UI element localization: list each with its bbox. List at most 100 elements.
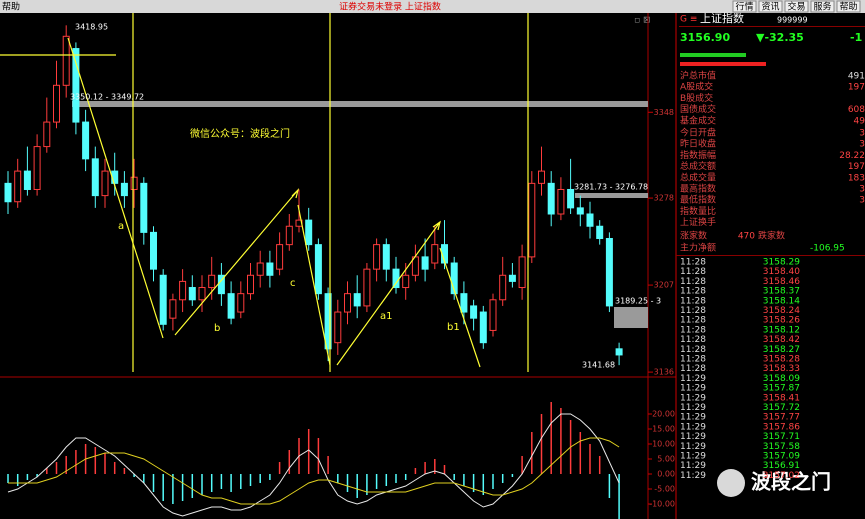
- tick-price: 3158.33: [763, 364, 800, 374]
- candle-body: [237, 293, 245, 313]
- menu-button[interactable]: [758, 0, 783, 13]
- tick-time: 11:28: [680, 306, 706, 316]
- menu-button-label[interactable]: 服务: [813, 1, 831, 13]
- menu-button-label[interactable]: 交易: [787, 1, 805, 13]
- wave-label: b1: [447, 322, 460, 333]
- y-tick-label: 10.00: [652, 440, 675, 449]
- tick-price: 3157.77: [763, 413, 800, 423]
- candle-body: [208, 274, 216, 289]
- y-tick-label: -5.00: [654, 485, 675, 494]
- menu-button[interactable]: [784, 0, 809, 13]
- tick-time: 11:29: [680, 461, 706, 471]
- tick-time: 11:29: [680, 413, 706, 423]
- stat-value: 470: [738, 232, 755, 242]
- tick-price: 3158.27: [763, 345, 800, 355]
- stat-value: -106.95: [810, 244, 845, 254]
- gap-band: [575, 193, 648, 198]
- tick-time: 11:29: [680, 393, 706, 403]
- gap-band: [72, 101, 648, 107]
- tick-time: 11:28: [680, 325, 706, 335]
- candle-body: [62, 35, 70, 86]
- menu-button[interactable]: [732, 0, 757, 13]
- candle-body: [169, 299, 177, 319]
- candle-body: [605, 238, 613, 307]
- stat-label: 涨家数: [680, 230, 707, 242]
- buy-bar: [680, 53, 746, 57]
- menu-button[interactable]: [810, 0, 835, 13]
- y-tick-label: 3136: [654, 368, 674, 377]
- candle-body: [586, 213, 594, 227]
- menu-button-label[interactable]: 帮助: [839, 1, 857, 13]
- stat-value: 3: [859, 196, 865, 206]
- candle-body: [120, 182, 128, 197]
- candle-body: [508, 274, 516, 282]
- wave-line: [297, 204, 331, 366]
- stat-value: 183: [848, 173, 865, 183]
- tick-price: 3157.86: [763, 422, 800, 432]
- price-annotation: 3281.73 - 3276.78: [574, 183, 648, 192]
- tick-time: 11:28: [680, 287, 706, 297]
- wave-label: a: [118, 221, 124, 232]
- wave-line: [439, 247, 481, 368]
- candle-body: [567, 188, 575, 209]
- y-tick-label: 3207: [654, 281, 674, 290]
- last-price: 3156.90: [680, 31, 730, 44]
- tick-time: 11:28: [680, 364, 706, 374]
- candle-body: [344, 293, 351, 313]
- menu-button-label[interactable]: 资讯: [761, 2, 779, 13]
- tick-time: 11:28: [680, 258, 706, 268]
- candle-body: [256, 262, 264, 276]
- stat-value: 491: [848, 72, 865, 82]
- tick-price: 3157.58: [763, 442, 800, 452]
- tick-price: 3158.46: [763, 277, 800, 287]
- watermark-logo: [717, 469, 745, 497]
- candle-body: [266, 262, 274, 276]
- candle-body: [431, 244, 439, 264]
- tick-price: 3158.14: [763, 296, 800, 306]
- stat-value: 3: [859, 185, 865, 195]
- tick-time: 11:29: [680, 422, 706, 432]
- stat-label: 最高指数: [680, 183, 716, 195]
- candle-body: [382, 244, 390, 270]
- tick-price: 3157.09: [763, 452, 800, 462]
- y-tick-label: 3348: [654, 108, 674, 117]
- stat-label: 上证换手: [680, 216, 716, 228]
- candle-body: [130, 176, 138, 190]
- candle-body: [314, 244, 322, 295]
- candle-body: [72, 48, 80, 123]
- candle-body: [14, 170, 22, 203]
- stat-label: 国债成交: [680, 103, 716, 115]
- tick-time: 11:29: [680, 442, 706, 452]
- menu-item[interactable]: 帮助: [2, 1, 20, 13]
- wave-line: [336, 220, 441, 366]
- wave-label: b: [214, 323, 220, 334]
- menu-button[interactable]: [836, 0, 861, 13]
- wave-label: c: [290, 278, 296, 289]
- window-controls[interactable]: ▫ ⊠: [634, 16, 651, 26]
- tick-time: 11:29: [680, 432, 706, 442]
- candle-body: [4, 182, 12, 203]
- stat-value: 197: [848, 83, 865, 93]
- price-annotation: 3189.25 - 3: [615, 297, 661, 306]
- tick-time: 11:28: [680, 335, 706, 345]
- candle-body: [188, 287, 196, 301]
- stat-label: 总成交量: [680, 171, 716, 183]
- change-pct: -1: [850, 31, 862, 44]
- tick-price: 3157.87: [763, 384, 800, 394]
- candle-body: [91, 158, 99, 197]
- stat-label: 总成交额: [680, 160, 716, 172]
- candle-body: [82, 121, 90, 160]
- candle-body: [43, 121, 51, 148]
- candle-body: [179, 280, 187, 301]
- y-tick-label: 5.00: [657, 455, 675, 464]
- menu-button-label[interactable]: 行情: [735, 1, 753, 13]
- candle-body: [528, 182, 536, 258]
- candle-body: [470, 305, 478, 319]
- stat-value: 28.22: [839, 151, 865, 161]
- tick-price: 3157.02: [763, 471, 800, 481]
- wave-line: [174, 188, 300, 336]
- tick-time: 11:28: [680, 316, 706, 326]
- candle-body: [576, 207, 584, 215]
- candle-body: [53, 84, 60, 123]
- candle-body: [460, 293, 468, 313]
